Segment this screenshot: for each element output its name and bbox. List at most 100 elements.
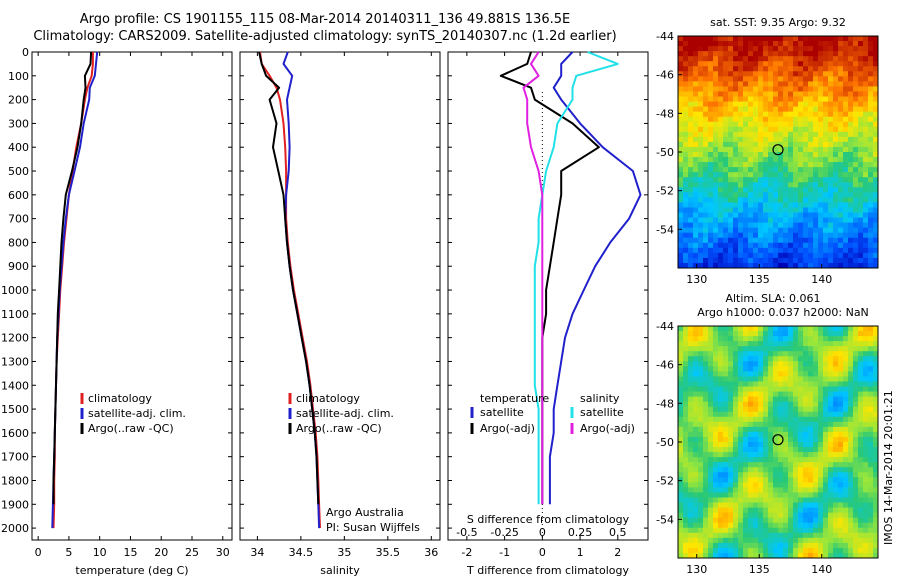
map-cell <box>818 391 824 398</box>
map-cell <box>798 411 804 418</box>
map-cell <box>713 116 719 123</box>
map-cell <box>683 66 689 72</box>
map-cell <box>843 492 849 498</box>
map-cell <box>833 51 839 57</box>
map-cell <box>838 522 844 529</box>
map-cell <box>828 341 834 347</box>
map-cell <box>678 331 684 337</box>
map-cell <box>738 101 744 108</box>
map-cell <box>808 197 814 203</box>
map-cell <box>703 552 709 559</box>
map-cell <box>713 346 719 352</box>
y-tick-label: 1600 <box>1 427 29 440</box>
map-cell <box>723 217 729 224</box>
map-cell <box>818 116 824 123</box>
map-cell <box>838 462 844 468</box>
map-cell <box>713 462 719 468</box>
map-cell <box>753 371 759 377</box>
map-cell <box>693 86 699 92</box>
map-cell <box>848 436 854 443</box>
map-cell <box>773 351 779 357</box>
map-cell <box>698 157 704 163</box>
map-cell <box>718 447 724 453</box>
map-cell <box>678 391 684 398</box>
map-cell <box>823 51 829 57</box>
map-cell <box>848 237 854 244</box>
map-cell <box>863 46 869 52</box>
map-cell <box>733 157 739 163</box>
map-cell <box>863 366 869 372</box>
map-cell <box>738 237 744 244</box>
map-cell <box>768 376 774 382</box>
map-cell <box>798 457 804 463</box>
map-cell <box>763 86 769 92</box>
map-cell <box>793 212 799 218</box>
map-cell <box>778 522 784 529</box>
map-cell <box>863 351 869 357</box>
map-cell <box>728 141 734 148</box>
map-cell <box>808 502 814 508</box>
map-cell <box>698 242 704 249</box>
map-cell <box>728 467 734 473</box>
map-cell <box>778 167 784 173</box>
map-cell <box>693 146 699 153</box>
map-cell <box>718 61 724 67</box>
map-cell <box>733 162 739 168</box>
map-cell <box>708 472 714 478</box>
map-cell <box>793 96 799 102</box>
map-cell <box>858 167 864 173</box>
map-cell <box>793 177 799 183</box>
map-cell <box>813 532 819 539</box>
map-cell <box>758 212 764 218</box>
map-cell <box>798 242 804 249</box>
map-cell <box>788 46 794 52</box>
map-cell <box>733 247 739 254</box>
map-cell <box>868 447 874 453</box>
map-cell <box>708 111 714 118</box>
map-cell <box>753 391 759 398</box>
map-cell <box>838 331 844 337</box>
map-cell <box>813 396 819 403</box>
map-cell <box>733 366 739 372</box>
map-cell <box>708 66 714 72</box>
map-cell <box>713 212 719 218</box>
map-cell <box>858 36 864 42</box>
map-cell <box>703 96 709 102</box>
map-cell <box>743 442 749 448</box>
y-tick-label: 1500 <box>1 403 29 416</box>
map-cell <box>753 217 759 224</box>
map-cell <box>743 527 749 534</box>
map-cell <box>828 406 834 413</box>
map-cell <box>868 131 874 138</box>
map-cell <box>698 371 704 377</box>
map-cell <box>713 262 719 269</box>
map-cell <box>683 507 689 514</box>
map-cell <box>718 76 724 82</box>
map-cell <box>743 187 749 193</box>
map-cell <box>783 442 789 448</box>
map-cell <box>793 522 799 529</box>
map-cell <box>703 157 709 163</box>
map-cell <box>748 81 754 87</box>
map-cell <box>703 252 709 259</box>
map-cell <box>793 106 799 113</box>
map-cell <box>748 421 754 428</box>
map-cell <box>873 502 879 508</box>
map-cell <box>733 442 739 448</box>
map-cell <box>743 436 749 443</box>
map-cell <box>683 207 689 213</box>
map-cell <box>728 167 734 173</box>
map-cell <box>833 227 839 234</box>
map-cell <box>723 396 729 403</box>
map-cell <box>743 426 749 433</box>
map-cell <box>753 492 759 498</box>
map-cell <box>783 351 789 357</box>
map-cell <box>868 126 874 133</box>
map-cell <box>833 141 839 148</box>
map-cell <box>768 257 774 264</box>
map-cell <box>833 356 839 362</box>
map-cell <box>858 331 864 337</box>
map-cell <box>833 426 839 433</box>
map-cell <box>833 197 839 203</box>
map-cell <box>768 447 774 453</box>
